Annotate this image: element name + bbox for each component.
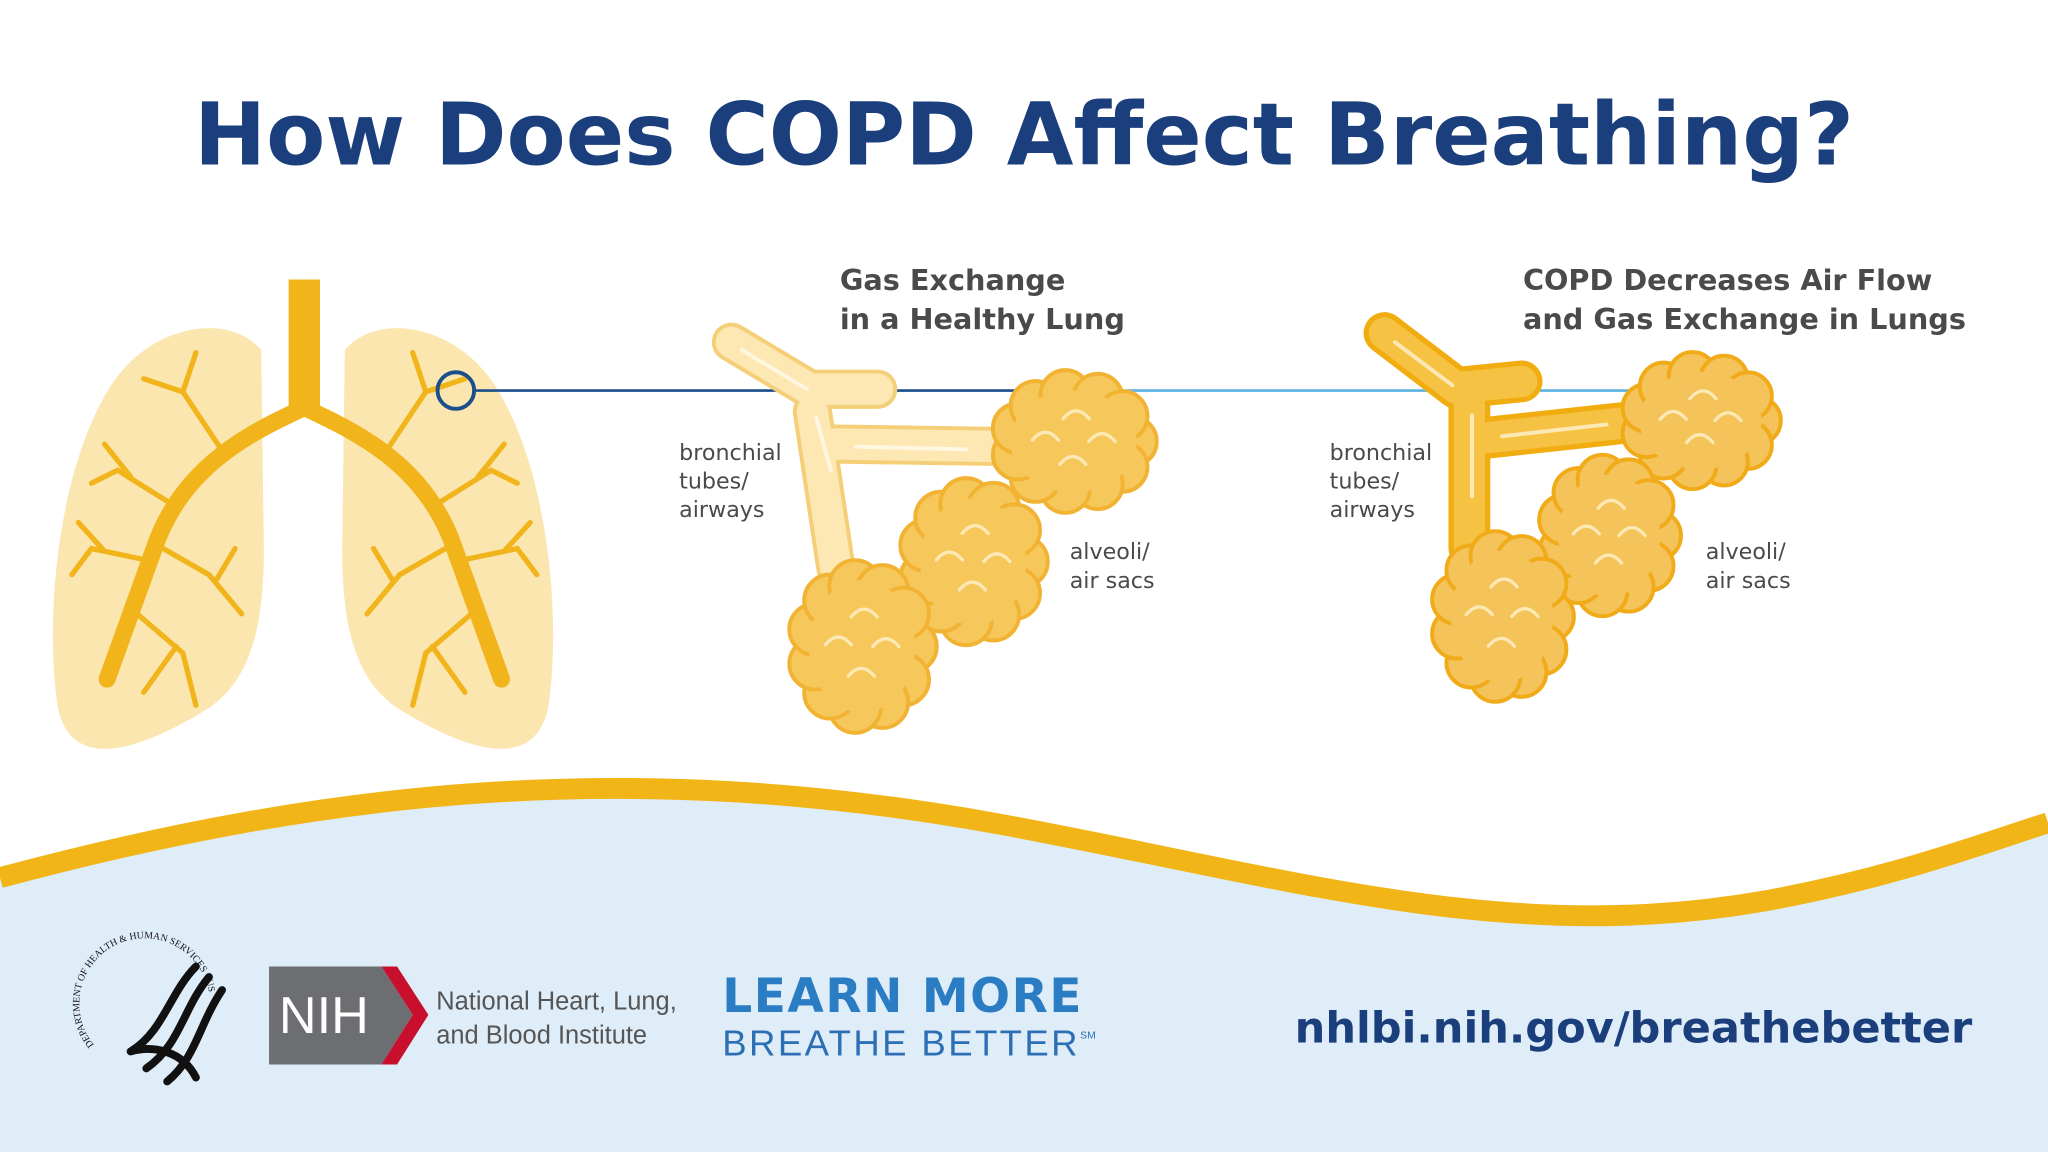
alveolus xyxy=(1593,553,1624,565)
footer-band xyxy=(0,788,2048,1152)
label: alveoli/ xyxy=(1070,539,1150,565)
alveolus xyxy=(823,635,854,647)
alveolus xyxy=(960,523,990,536)
alveolus xyxy=(1685,433,1715,445)
alveolus xyxy=(849,607,879,619)
nih-logo: NIH National Heart, Lung, and Blood Inst… xyxy=(269,966,677,1065)
label: bronchial xyxy=(679,440,782,466)
wave xyxy=(0,777,2048,927)
healthy-panel: Gas Exchange in a Healthy Lung bronchial… xyxy=(679,263,1154,594)
label: bronchial xyxy=(1330,440,1433,466)
title: How Does COPD Affect Breathing? xyxy=(194,86,1854,186)
campaign: BREATHE BETTER xyxy=(722,1022,1077,1063)
label: airways xyxy=(679,497,764,523)
heading: in a Healthy Lung xyxy=(840,302,1125,336)
alveolus xyxy=(920,498,1027,625)
alveolus xyxy=(1617,526,1647,538)
alveoli xyxy=(787,350,1783,735)
alveolus xyxy=(1688,389,1718,401)
alveolus xyxy=(1571,524,1602,536)
alveolus xyxy=(809,580,916,713)
campaign: LEARN MORE xyxy=(722,969,1081,1024)
alveolus xyxy=(934,550,965,562)
alveolus xyxy=(1061,409,1091,421)
alveolus xyxy=(1486,636,1517,648)
alveolus xyxy=(1639,371,1762,470)
alveolus xyxy=(1030,430,1061,442)
alveolus xyxy=(1489,577,1519,589)
label: airways xyxy=(1330,497,1415,523)
alveolus xyxy=(957,580,988,592)
campaign-logo: LEARN MORE BREATHE BETTER SM xyxy=(722,969,1096,1063)
alveolus xyxy=(1087,432,1117,444)
label: alveoli/ xyxy=(1706,539,1786,565)
heading: COPD Decreases Air Flow xyxy=(1523,263,1932,297)
label: tubes/ xyxy=(1330,468,1400,494)
alveolus xyxy=(1713,411,1743,423)
alveolus xyxy=(982,552,1012,564)
institute: and Blood Institute xyxy=(436,1022,647,1050)
copd-panel: COPD Decreases Air Flow and Gas Exchange… xyxy=(1330,263,1966,594)
url[interactable]: nhlbi.nih.gov/breathebetter xyxy=(1295,1003,1973,1053)
alveolus xyxy=(871,637,901,649)
copd-airway xyxy=(1363,312,1667,570)
nih: NIH xyxy=(279,987,369,1045)
alveolus xyxy=(1464,605,1494,617)
label: tubes/ xyxy=(679,468,749,494)
institute: National Heart, Lung, xyxy=(436,988,677,1016)
alveolus xyxy=(846,666,877,678)
alveolus xyxy=(1510,607,1540,619)
heading: and Gas Exchange in Lungs xyxy=(1523,302,1966,336)
service-mark: SM xyxy=(1080,1030,1096,1041)
alveolus xyxy=(1010,390,1137,493)
alveolus xyxy=(1596,498,1626,510)
healthy-airway xyxy=(711,322,1039,588)
label: air sacs xyxy=(1706,568,1791,594)
alveolus xyxy=(1451,550,1553,683)
label: air sacs xyxy=(1070,568,1155,594)
lungs xyxy=(52,279,554,749)
heading: Gas Exchange xyxy=(840,263,1066,297)
alveolus xyxy=(1058,454,1088,466)
alveolus xyxy=(1558,474,1661,597)
alveolus xyxy=(1658,409,1688,421)
